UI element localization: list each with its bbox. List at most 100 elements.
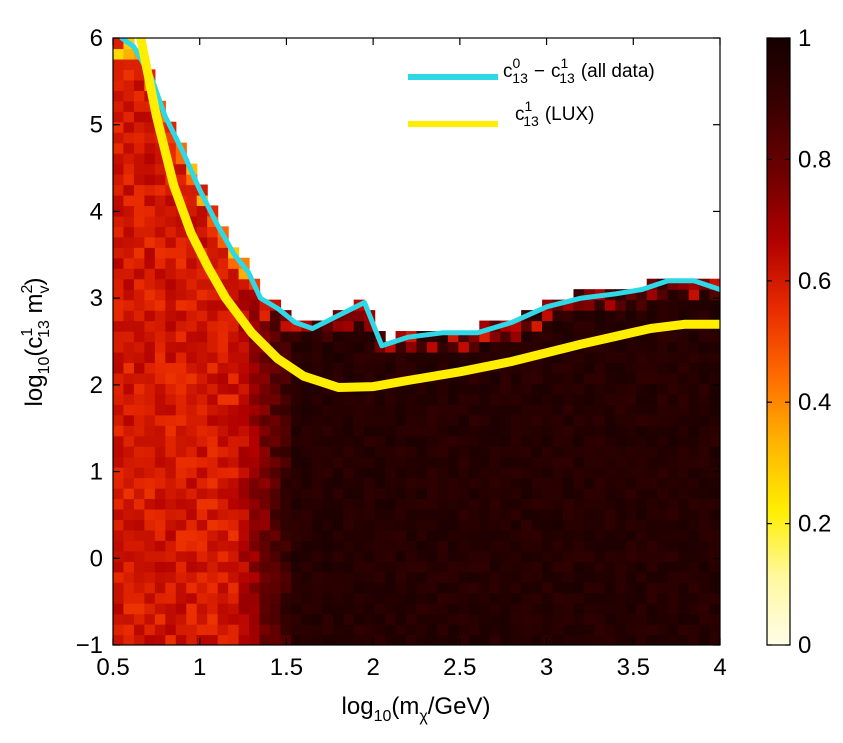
heatmap-cell: [123, 425, 135, 437]
heatmap-cell: [113, 488, 125, 500]
heatmap-cell: [207, 289, 219, 301]
heatmap-cell: [343, 550, 355, 562]
heatmap-cell: [458, 561, 470, 573]
heatmap-cell: [531, 571, 543, 583]
heatmap-cell: [625, 624, 637, 636]
heatmap-cell: [207, 603, 219, 615]
heatmap-cell: [123, 205, 135, 217]
heatmap-cell: [395, 508, 407, 521]
heatmap-cell: [374, 456, 386, 468]
heatmap-cell: [385, 372, 397, 384]
heatmap-cell: [583, 540, 596, 552]
heatmap-cell: [688, 634, 700, 645]
heatmap-cell: [489, 425, 501, 437]
heatmap-cell: [311, 383, 323, 395]
heatmap-cell: [594, 320, 606, 332]
heatmap-cell: [144, 362, 156, 374]
heatmap-cell: [207, 247, 219, 259]
heatmap-cell: [165, 372, 177, 384]
heatmap-cell: [165, 194, 177, 207]
heatmap-cell: [238, 592, 250, 604]
heatmap-cell: [667, 488, 679, 500]
heatmap-cell: [573, 446, 585, 458]
heatmap-cell: [144, 153, 156, 165]
heatmap-cell: [133, 184, 145, 196]
heatmap-cell: [625, 435, 637, 447]
heatmap-cell: [113, 174, 125, 186]
heatmap-cell: [123, 121, 135, 133]
heatmap-cell: [133, 393, 145, 405]
heatmap-cell: [133, 467, 145, 479]
heatmap-cell: [563, 624, 575, 636]
heatmap-cell: [322, 467, 334, 479]
heatmap-cell: [447, 467, 459, 479]
heatmap-cell: [688, 529, 700, 541]
heatmap-cell: [542, 508, 554, 521]
heatmap-cell: [573, 289, 585, 301]
heatmap-cell: [154, 508, 166, 521]
heatmap-cell: [196, 205, 208, 217]
heatmap-cell: [332, 414, 344, 426]
heatmap-cell: [175, 467, 187, 479]
heatmap-cell: [196, 498, 208, 510]
heatmap-cell: [573, 613, 585, 625]
heatmap-cell: [217, 446, 229, 458]
heatmap-cell: [437, 603, 449, 615]
heatmap-cell: [332, 488, 344, 500]
heatmap-cell: [332, 435, 344, 447]
heatmap-cell: [238, 414, 250, 426]
heatmap-cell: [510, 362, 522, 374]
heatmap-cell: [154, 341, 166, 353]
x-tick-label: 1.5: [270, 654, 303, 681]
heatmap-cell: [311, 529, 323, 541]
heatmap-cell: [186, 174, 198, 186]
heatmap-cell: [186, 498, 198, 510]
colorbar-bar: [766, 37, 791, 646]
heatmap-cell: [500, 404, 512, 416]
heatmap-cell: [426, 540, 439, 552]
heatmap-cell: [186, 362, 198, 374]
heatmap-cell: [479, 540, 491, 552]
heatmap-cell: [678, 331, 690, 343]
heatmap-cell: [228, 550, 240, 562]
heatmap-cell: [269, 634, 282, 645]
heatmap-cell: [395, 425, 407, 437]
heatmap-cell: [332, 467, 344, 479]
heatmap-cell: [426, 351, 439, 364]
heatmap-cell: [657, 508, 669, 521]
heatmap-cell: [406, 435, 418, 447]
heatmap-cell: [625, 414, 637, 426]
heatmap-cell: [646, 425, 658, 437]
heatmap-cell: [259, 456, 271, 468]
heatmap-cell: [500, 446, 512, 458]
heatmap-cell: [678, 393, 690, 405]
heatmap-cell: [280, 498, 292, 510]
heatmap-cell: [542, 529, 554, 541]
heatmap-cell: [552, 320, 564, 332]
heatmap-cell: [133, 268, 145, 280]
colorbar-ticks: 00.20.40.60.81: [767, 25, 831, 659]
heatmap-cell: [238, 425, 250, 437]
heatmap-cell: [259, 603, 271, 615]
heatmap-cell: [133, 299, 145, 311]
heatmap-cell: [678, 498, 690, 510]
heatmap-cell: [353, 414, 365, 426]
heatmap-cell: [615, 383, 627, 395]
heatmap-cell: [625, 383, 637, 395]
heatmap-cell: [531, 508, 543, 521]
heatmap-cell: [573, 383, 585, 395]
heatmap-cell: [594, 467, 606, 479]
heatmap-cell: [385, 425, 397, 437]
heatmap-cell: [269, 477, 282, 489]
heatmap-cell: [395, 571, 407, 583]
heatmap-cell: [395, 529, 407, 541]
heatmap-cell: [699, 498, 711, 510]
heatmap-cell: [364, 603, 376, 615]
heatmap-cell: [468, 488, 480, 500]
heatmap-cell: [636, 467, 648, 479]
heatmap-cell: [604, 383, 616, 395]
heatmap-cell: [458, 456, 470, 468]
heatmap-cell: [636, 561, 648, 573]
heatmap-cell: [364, 550, 376, 562]
heatmap-cell: [186, 613, 198, 625]
